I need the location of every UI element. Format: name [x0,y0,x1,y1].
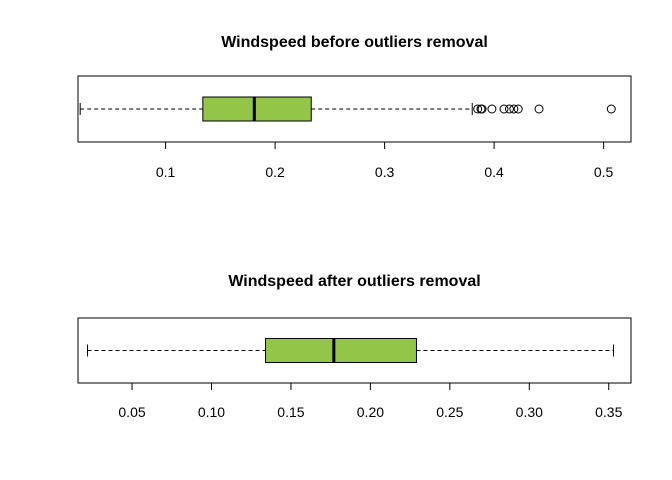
outlier-point [473,104,483,114]
iqr-box [202,96,312,122]
x-tick-label: 0.15 [277,404,304,420]
outlier-point [477,104,487,114]
x-tick-label: 0.05 [118,404,145,420]
iqr-box [265,338,417,363]
chart-title: Windspeed after outliers removal [228,273,480,290]
outlier-point [606,104,616,114]
x-tick-label: 0.30 [516,404,543,420]
plot-frame [77,317,632,384]
x-tick-label: 0.2 [265,164,285,180]
x-tick-label: 0.20 [357,404,384,420]
outlier-point [513,104,523,114]
x-tick-label: 0.5 [594,164,614,180]
x-tick-label: 0.35 [595,404,622,420]
outlier-point [499,104,509,114]
boxplot-panel-before: Windspeed before outliers removal 0.1 0.2 0… [77,34,632,180]
x-tick-label: 0.10 [198,404,225,420]
outlier-point [534,104,544,114]
plot-frame [77,75,632,143]
boxplot-panel-after: Windspeed after outliers removal 0.05 0.10… [77,273,632,420]
outlier-point [487,104,497,114]
outlier-point [504,104,514,114]
outlier-point [509,104,519,114]
x-tick-label: 0.25 [436,404,463,420]
x-tick-label: 0.1 [156,164,176,180]
x-tick-label: 0.4 [484,164,504,180]
x-tick-label: 0.3 [375,164,395,180]
chart-title: Windspeed before outliers removal [221,34,488,51]
